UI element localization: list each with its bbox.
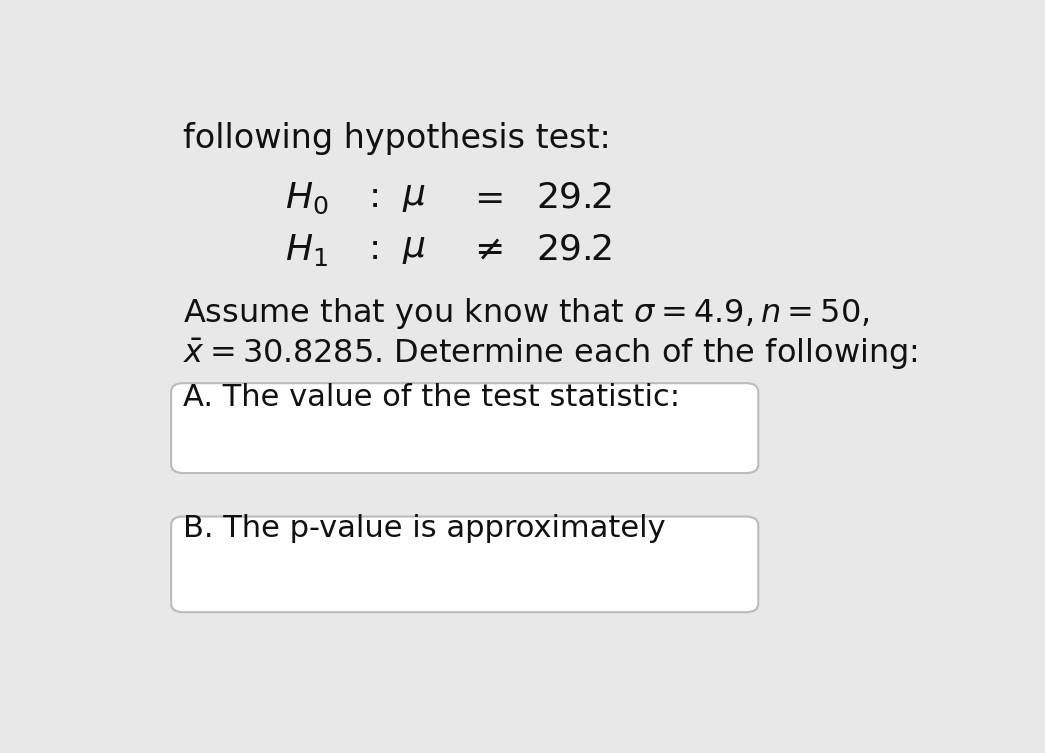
Text: $29.2$: $29.2$ [536, 233, 611, 267]
Text: following hypothesis test:: following hypothesis test: [183, 122, 611, 155]
Text: $H_0$: $H_0$ [284, 180, 328, 215]
Text: $\mu$: $\mu$ [402, 233, 425, 267]
FancyBboxPatch shape [171, 517, 759, 612]
Text: $H_1$: $H_1$ [284, 233, 327, 268]
Text: $=$: $=$ [467, 180, 503, 215]
FancyBboxPatch shape [171, 383, 759, 473]
Text: $:$: $:$ [362, 180, 378, 215]
Text: $\neq$: $\neq$ [467, 233, 503, 267]
Text: A. The value of the test statistic:: A. The value of the test statistic: [183, 383, 680, 412]
Text: $29.2$: $29.2$ [536, 180, 611, 215]
Text: B. The p-value is approximately: B. The p-value is approximately [183, 514, 666, 543]
Text: $\mu$: $\mu$ [402, 180, 425, 215]
Text: $\bar{x} = 30.8285$. Determine each of the following:: $\bar{x} = 30.8285$. Determine each of t… [183, 337, 918, 372]
Text: Assume that you know that $\sigma = 4.9, n = 50,$: Assume that you know that $\sigma = 4.9,… [183, 296, 870, 331]
Text: $:$: $:$ [362, 233, 378, 267]
